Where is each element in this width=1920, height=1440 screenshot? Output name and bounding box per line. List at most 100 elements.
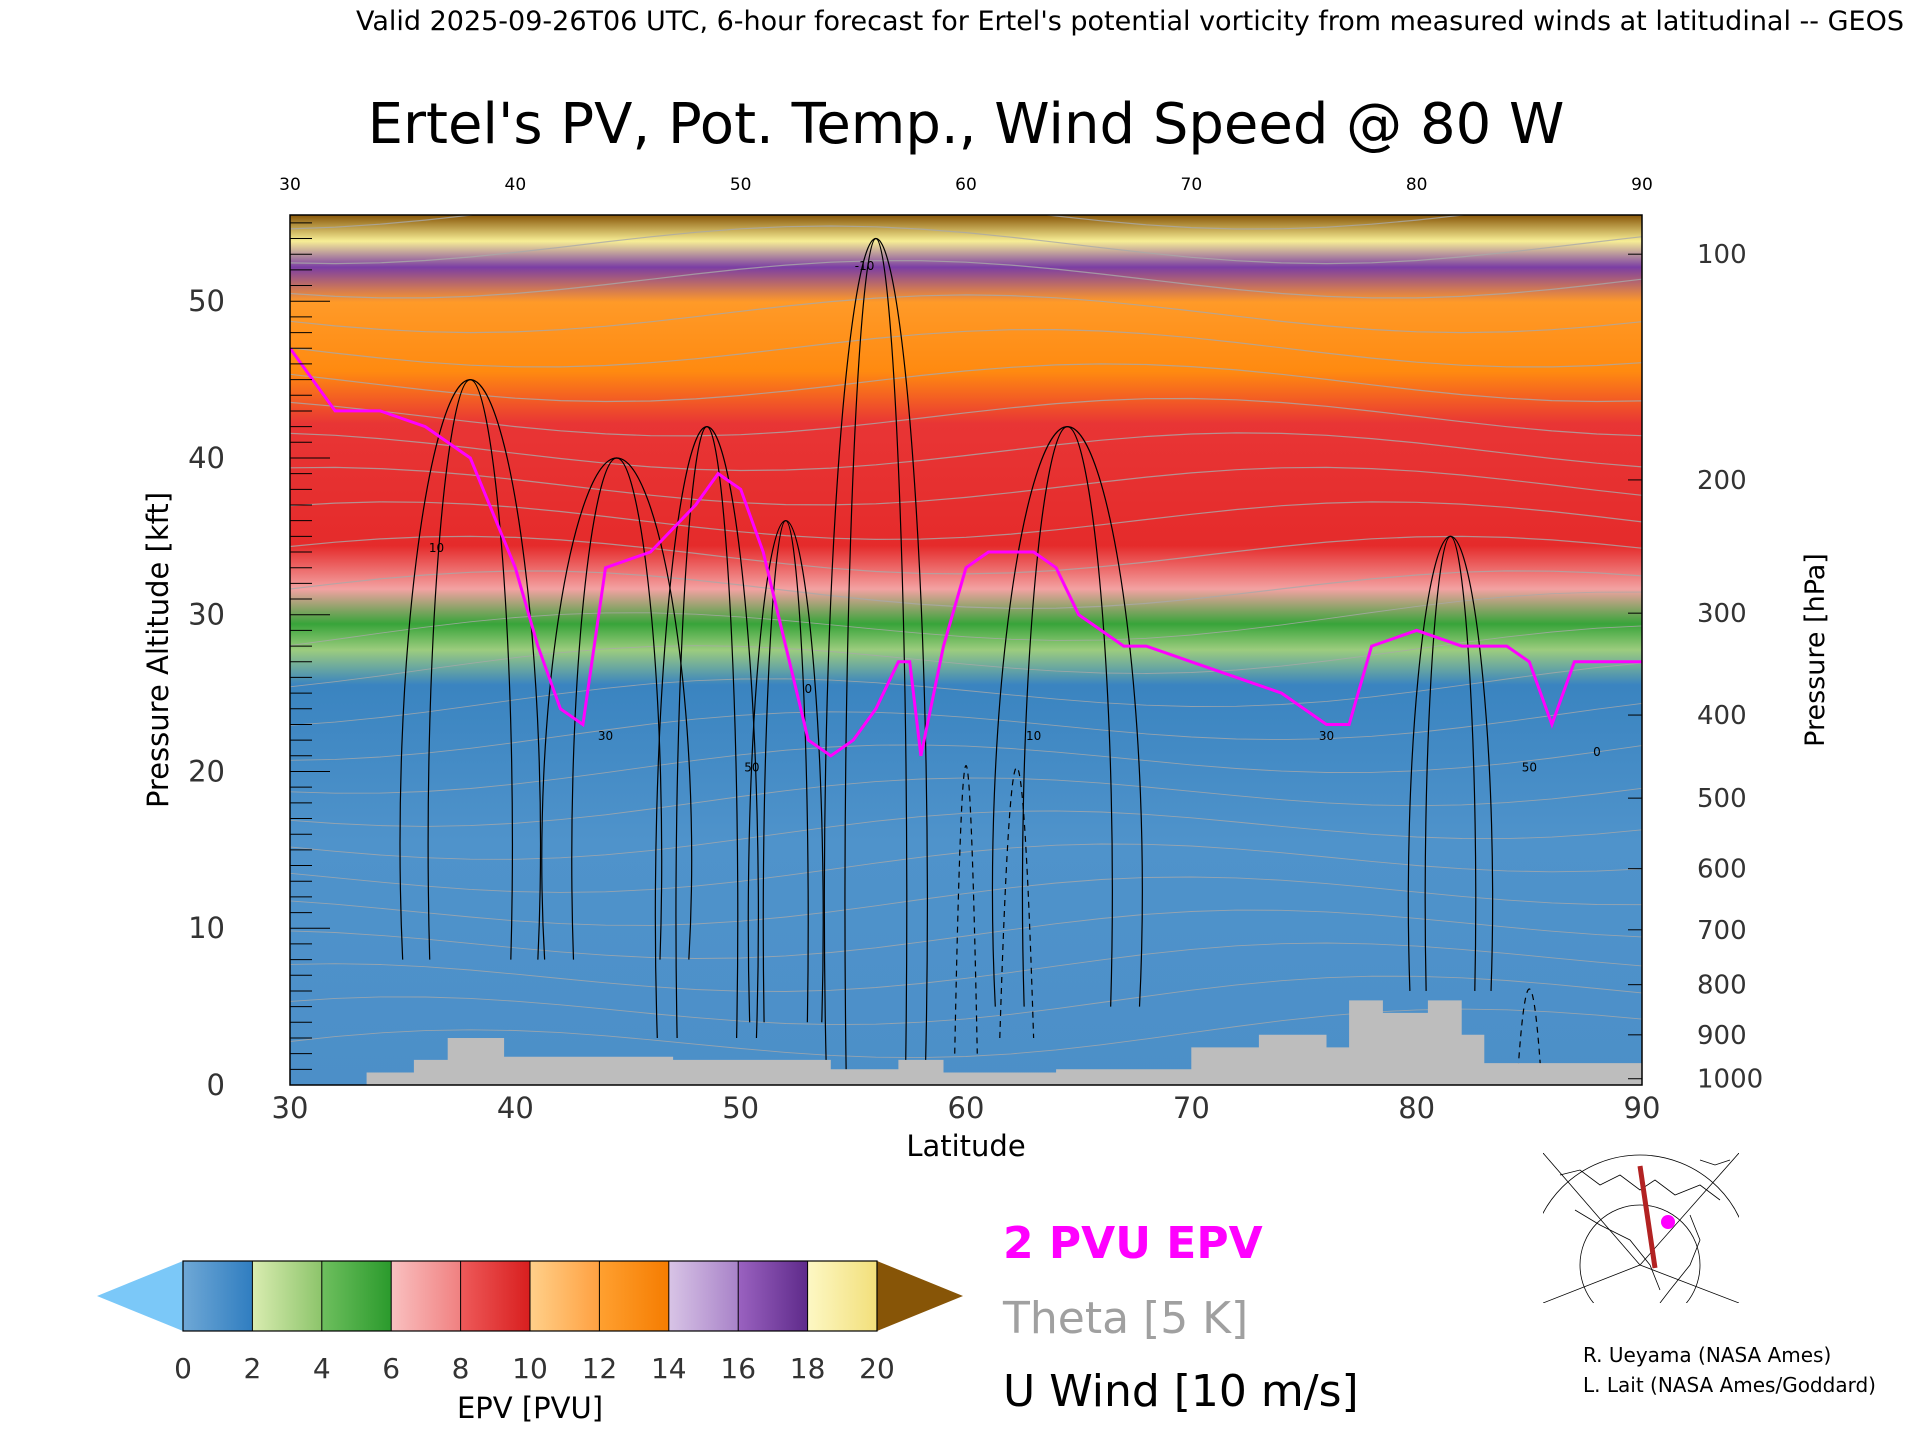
- terrain-mask: [290, 1000, 1642, 1085]
- epv-colorbar: 0 2 4 6 8 10 12 14 16 18 20 EPV [PVU]: [97, 1260, 963, 1425]
- theta-line: [290, 501, 1642, 541]
- colorbar-tick-label: 10: [512, 1352, 548, 1385]
- wind-contour: [427, 378, 514, 960]
- colorbar-under-arrow: [97, 1261, 183, 1331]
- wind-contour-label: 10: [1026, 729, 1041, 743]
- wind-contour-label: 50: [744, 760, 759, 774]
- colorbar-tick-label: 14: [651, 1352, 687, 1385]
- wind-contour-easterly: [999, 766, 1035, 1038]
- locator-map: [1543, 1153, 1739, 1303]
- theta-line: [290, 591, 1642, 647]
- pressure-tick-label: 100: [1697, 240, 1747, 270]
- colorbar-segment: [530, 1261, 600, 1331]
- colorbar-segment: [321, 1261, 392, 1331]
- y-tick-label: 20: [188, 754, 225, 788]
- theta-line: [290, 260, 1642, 299]
- x-tick-label: 40: [497, 1091, 534, 1125]
- colorbar-tick-label: 16: [720, 1352, 756, 1385]
- pressure-tick-label: 800: [1697, 971, 1747, 1001]
- wind-contour-label: 0: [1593, 745, 1601, 759]
- location-marker: [1661, 1215, 1675, 1229]
- credit-line-2: L. Lait (NASA Ames/Goddard): [1583, 1373, 1876, 1397]
- x-top-tick-label: 60: [955, 175, 977, 195]
- wind-contour-easterly: [954, 765, 978, 1054]
- theta-line: [290, 744, 1642, 794]
- pressure-tick-label: 900: [1697, 1021, 1747, 1051]
- colorbar-segment: [252, 1261, 323, 1331]
- colorbar-over-arrow: [877, 1261, 963, 1331]
- x-top-tick-label: 80: [1406, 175, 1428, 195]
- x-top-tick-label: 70: [1181, 175, 1203, 195]
- colorbar-segment: [738, 1261, 809, 1331]
- x-top-tick-label: 90: [1631, 175, 1653, 195]
- x-top-tick-label: 30: [279, 175, 301, 195]
- wind-contour: [762, 520, 809, 1023]
- wind-contour-label: 30: [1319, 729, 1334, 743]
- colorbar-tick-label: 4: [313, 1352, 331, 1385]
- u-wind-contours: 10 30 50 0 -10 10 30 50 0: [399, 237, 1601, 1070]
- theta-line: [290, 909, 1642, 959]
- theta-line: [290, 225, 1642, 265]
- x-axis-label: Latitude: [906, 1129, 1025, 1163]
- x-tick-label: 80: [1398, 1091, 1435, 1125]
- pv-field-background: [290, 215, 1642, 1085]
- colorbar-segment: [668, 1261, 739, 1331]
- legend-theta: Theta [5 K]: [1002, 1293, 1248, 1344]
- pressure-tick-label: 400: [1697, 701, 1747, 731]
- colorbar-label: EPV [PVU]: [457, 1391, 603, 1425]
- theta-line: [290, 466, 1642, 506]
- legend: 2 PVU EPV Theta [5 K] U Wind [10 m/s]: [1002, 1218, 1359, 1417]
- wind-contour-label: -10: [855, 259, 875, 273]
- theta-line: [290, 294, 1642, 334]
- pressure-tick-label: 200: [1697, 466, 1747, 496]
- credit-line-1: R. Ueyama (NASA Ames): [1583, 1343, 1831, 1367]
- y-tick-label: 50: [188, 284, 225, 318]
- tropopause-2pvu-line: [290, 347, 1642, 758]
- wind-contour: [1424, 535, 1477, 991]
- colorbar-tick-label: 8: [452, 1352, 470, 1385]
- y-axis-right: 100 200 300 400 500 600 700 800 900 1000: [1628, 240, 1763, 1095]
- pressure-tick-label: 500: [1697, 784, 1747, 814]
- x-tick-label: 70: [1173, 1091, 1210, 1125]
- colorbar-segment: [391, 1261, 462, 1331]
- x-axis-top: 30 40 50 60 70 80 90: [279, 175, 1653, 195]
- pressure-tick-label: 700: [1697, 916, 1747, 946]
- colorbar-tick-label: 12: [582, 1352, 618, 1385]
- colorbar-segment: [807, 1261, 878, 1331]
- x-top-tick-label: 40: [505, 175, 527, 195]
- y-tick-label: 30: [188, 598, 225, 632]
- theta-line: [290, 625, 1642, 688]
- x-tick-label: 60: [948, 1091, 985, 1125]
- x-axis-bottom: 30 40 50 60 70 80 90: [272, 1091, 1661, 1125]
- wind-contour: [675, 426, 739, 1038]
- legend-2pvu: 2 PVU EPV: [1003, 1218, 1263, 1269]
- wind-contour-label: 50: [1522, 760, 1537, 774]
- colorbar-tick-label: 18: [790, 1352, 826, 1385]
- y-tick-label: 0: [207, 1068, 225, 1102]
- theta-line: [290, 432, 1642, 472]
- valid-time-header: Valid 2025-09-26T06 UTC, 6-hour forecast…: [356, 6, 1904, 37]
- colorbar-tick-label: 0: [174, 1352, 192, 1385]
- colorbar-segment: [183, 1261, 253, 1331]
- theta-line: [290, 876, 1642, 926]
- theta-line: [290, 942, 1642, 992]
- pressure-tick-label: 600: [1697, 855, 1747, 885]
- y-tick-label: 10: [188, 911, 225, 945]
- x-tick-label: 90: [1624, 1091, 1661, 1125]
- x-top-tick-label: 50: [730, 175, 752, 195]
- theta-line: [290, 363, 1642, 403]
- y-tick-label: 40: [188, 441, 225, 475]
- wind-contour: [1021, 426, 1113, 1007]
- wind-contour-easterly: [1517, 988, 1542, 1070]
- wind-contour-label: 0: [804, 682, 812, 696]
- colorbar-segment: [460, 1261, 531, 1331]
- colorbar-tick-label: 2: [243, 1352, 261, 1385]
- colorbar-tick-label: 6: [382, 1352, 400, 1385]
- theta-line: [290, 328, 1642, 368]
- chart-title: Ertel's PV, Pot. Temp., Wind Speed @ 80 …: [368, 92, 1565, 157]
- theta-line: [290, 397, 1642, 437]
- theta-line: [290, 810, 1642, 860]
- theta-line: [290, 702, 1642, 761]
- colorbar-segment: [599, 1261, 670, 1331]
